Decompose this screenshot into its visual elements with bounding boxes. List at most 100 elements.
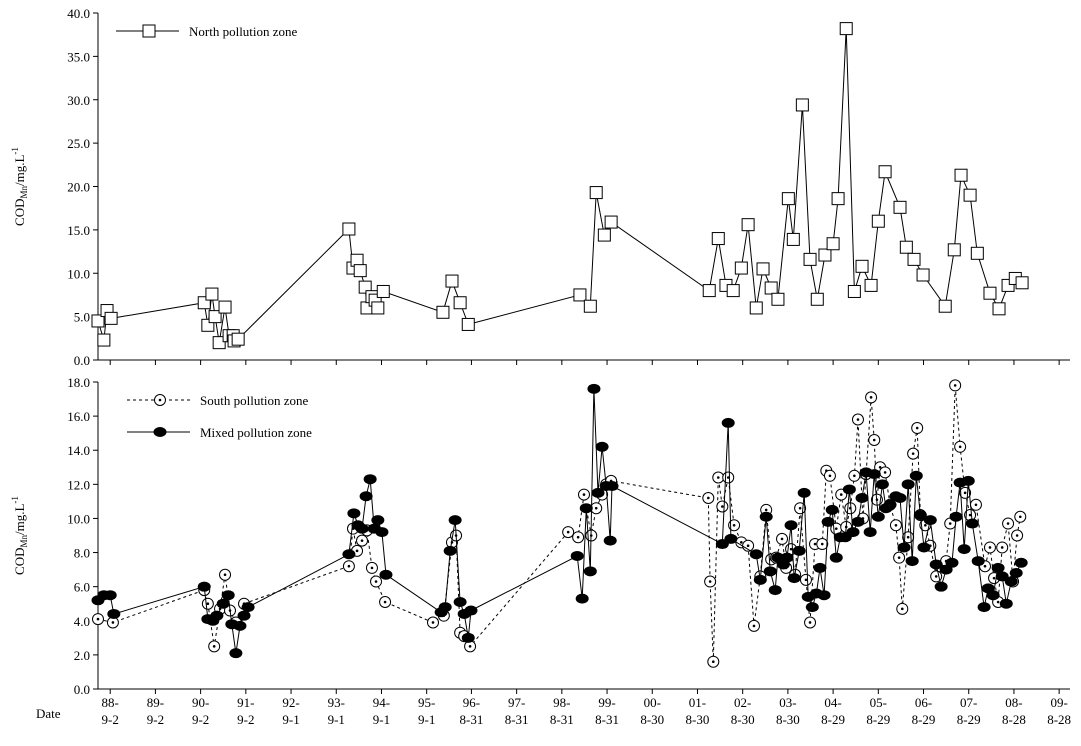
marker-dot	[992, 576, 996, 580]
marker	[370, 575, 383, 588]
marker	[945, 557, 959, 568]
marker	[604, 215, 618, 229]
x-tick-label-line: 91-	[237, 695, 254, 710]
marker-dot	[1018, 515, 1022, 519]
marker-dot	[431, 621, 435, 624]
marker	[971, 556, 985, 567]
y-tick-label: 4.0	[74, 614, 90, 629]
marker-dot	[872, 438, 876, 442]
marker-dot	[780, 537, 784, 541]
marker	[865, 391, 878, 404]
x-tick-label-line: 9-1	[373, 712, 390, 727]
marker	[575, 593, 589, 604]
marker-dot	[948, 522, 952, 525]
y-tick-label: 12.0	[67, 477, 90, 492]
marker	[753, 574, 767, 585]
marker	[445, 274, 459, 288]
x-tick-label-line: 8-31	[595, 712, 619, 727]
legend-label: South pollution zone	[200, 393, 309, 408]
x-tick-label-line: 9-1	[418, 712, 435, 727]
x-tick-label: 94-9-1	[373, 695, 390, 727]
y-label-unit: /mg.L	[12, 155, 27, 186]
marker	[716, 500, 729, 513]
marker	[776, 532, 789, 545]
x-tick-label-line: 99-	[598, 695, 615, 710]
marker	[961, 475, 975, 486]
y-label-sub: Mn	[19, 185, 29, 198]
marker	[871, 511, 885, 522]
marker	[905, 556, 919, 567]
markers	[91, 383, 1028, 659]
marker	[764, 281, 778, 295]
marker	[572, 531, 585, 544]
marker	[355, 523, 369, 534]
x-tick-label-line: 8-28	[1047, 712, 1071, 727]
x-tick-label-line: 89-	[147, 695, 164, 710]
marker-dot	[360, 539, 364, 542]
marker	[342, 222, 356, 236]
panel: 0.02.04.06.08.010.012.014.016.018.088-9-…	[10, 375, 1071, 727]
marker-dot	[732, 523, 736, 527]
marker	[938, 299, 952, 313]
marker-dot	[820, 542, 824, 546]
marker	[825, 504, 839, 515]
marker-dot	[96, 617, 100, 621]
marker	[923, 515, 937, 526]
marker	[907, 252, 921, 266]
marker	[929, 559, 943, 570]
marker	[969, 498, 982, 511]
x-tick-label-line: 8-30	[731, 712, 755, 727]
marker	[893, 200, 907, 214]
legend: South pollution zone Mixed pollution zone	[127, 393, 312, 440]
marker-dot	[707, 496, 710, 500]
x-tick-label-line: 01-	[689, 695, 706, 710]
y-label-main: COD	[12, 198, 27, 225]
marker-dot	[900, 607, 904, 611]
marker-dot	[223, 573, 227, 577]
x-tick-label: 02- 8-30	[731, 695, 755, 727]
marker-dot	[958, 445, 962, 449]
marker	[911, 422, 924, 435]
x-tick-label-line: 02-	[734, 695, 751, 710]
marker	[597, 228, 611, 242]
marker	[846, 527, 860, 538]
marker	[977, 602, 991, 613]
marker-dot	[708, 580, 712, 583]
marker	[907, 447, 920, 460]
x-tick-label-line: 9-2	[192, 712, 209, 727]
marker-dot	[974, 503, 978, 507]
marker	[899, 240, 913, 254]
marker-dot	[968, 513, 972, 517]
x-tick-label-line: 8-31	[460, 712, 484, 727]
marker	[707, 655, 720, 668]
marker-dot	[853, 474, 856, 478]
marker	[1002, 517, 1015, 530]
x-tick-label: 89-9-2	[147, 695, 164, 727]
y-label-unit: /mg.L	[12, 504, 27, 535]
marker	[851, 413, 864, 426]
x-tick-label-line: 8-29	[866, 712, 890, 727]
x-tick-label-line: 9-2	[102, 712, 119, 727]
marker	[573, 288, 587, 302]
y-axis-label: CODMn/mg.L-1	[10, 496, 29, 575]
marker	[781, 192, 795, 206]
x-tick-label-line: 8-31	[505, 712, 529, 727]
marker	[868, 433, 881, 446]
y-tick-label: 20.0	[67, 180, 90, 195]
marker	[867, 469, 881, 480]
marker	[970, 246, 984, 260]
marker	[897, 542, 911, 553]
y-label-sup: -1	[10, 147, 20, 155]
marker	[957, 544, 971, 555]
marker	[734, 261, 748, 275]
marker	[786, 232, 800, 246]
marker	[864, 278, 878, 292]
marker-dot	[963, 491, 967, 495]
marker-dot	[582, 493, 586, 496]
marker-dot	[911, 452, 915, 455]
marker-dot	[839, 493, 843, 496]
markers	[91, 22, 1029, 350]
marker	[371, 301, 385, 315]
